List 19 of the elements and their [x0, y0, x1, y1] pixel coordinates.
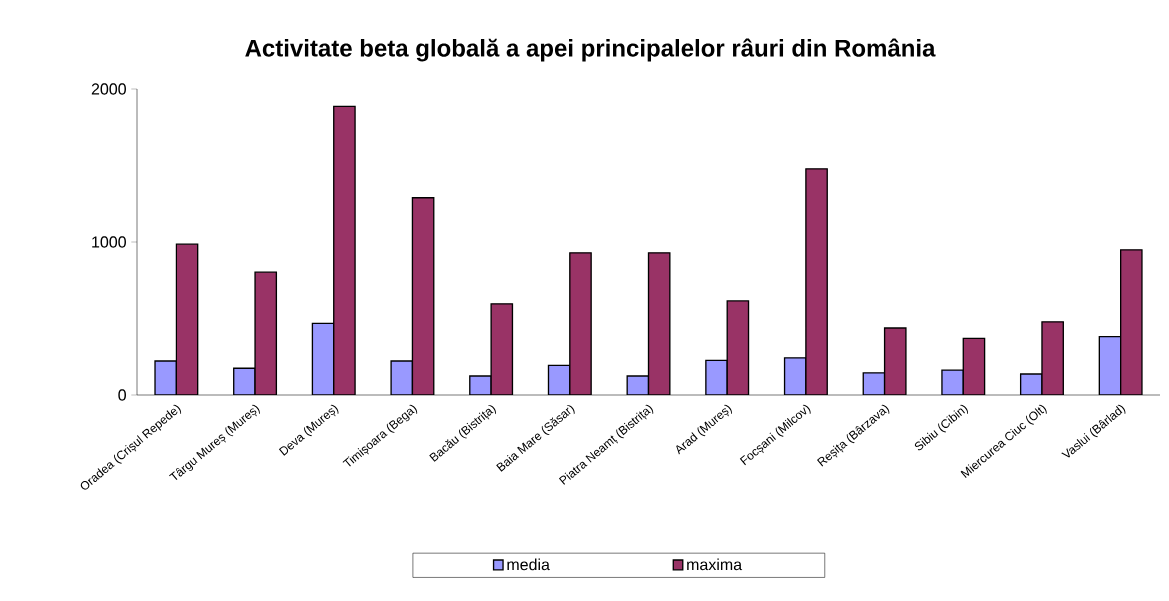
- bar: [411, 197, 435, 395]
- bar: [1041, 321, 1064, 395]
- bar: [647, 252, 671, 395]
- bar: [726, 300, 750, 395]
- y-tick-label: 2000: [91, 83, 126, 95]
- bar: [805, 168, 828, 395]
- bar: [254, 271, 278, 395]
- bar: [569, 252, 592, 395]
- chart-title: Activitate beta globală a apei principalelor râuri din România: [245, 38, 936, 62]
- bar: [883, 327, 907, 395]
- legend-label: media: [507, 558, 550, 571]
- y-tick-label: 1000: [92, 236, 126, 248]
- legend-label: maxima: [687, 558, 743, 571]
- y-tick-label: 0: [118, 389, 126, 401]
- bar: [490, 303, 514, 395]
- bar: [175, 243, 199, 395]
- bar: [333, 105, 356, 395]
- bar: [962, 337, 986, 395]
- bar: [1119, 249, 1143, 395]
